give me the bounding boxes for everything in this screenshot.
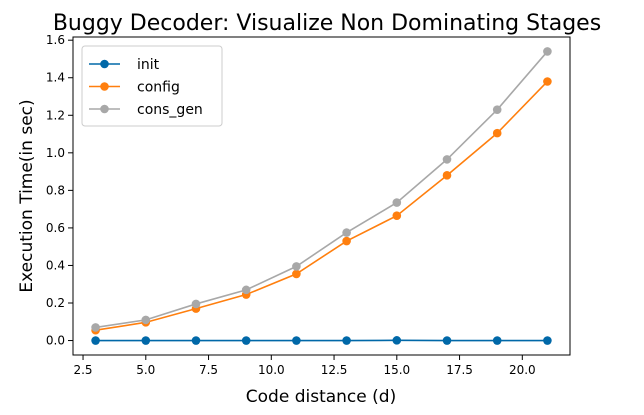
data-point	[292, 269, 301, 279]
data-point	[342, 228, 351, 237]
data-point	[442, 155, 452, 164]
y-tick-label: 0.2	[46, 296, 65, 310]
chart-title: Buggy Decoder: Visualize Non Dominating …	[53, 11, 601, 36]
series-line	[95, 80, 548, 332]
y-tick-label: 1.6	[46, 33, 65, 47]
data-point	[342, 336, 351, 345]
x-tick-label: 12.5	[321, 363, 348, 377]
data-point	[241, 336, 251, 345]
data-point	[292, 336, 301, 345]
legend-label: init	[137, 57, 160, 73]
data-point	[543, 77, 552, 86]
legend-item-cons-gen: cons_gen	[89, 102, 203, 118]
y-tick-label: 1.0	[46, 146, 65, 160]
data-point	[492, 336, 502, 345]
series-init	[91, 336, 552, 345]
data-point	[543, 336, 552, 345]
y-tick-label: 0.8	[46, 183, 65, 197]
plot-frame	[72, 36, 571, 356]
x-axis-label: Code distance (d)	[246, 387, 396, 407]
y-tick-label: 0.6	[46, 221, 65, 235]
x-tick-label: 15.0	[383, 363, 410, 377]
x-tick-label: 2.5	[73, 363, 92, 377]
y-axis-label: Execution Time(in sec)	[17, 99, 37, 292]
y-axis: 0.0 0.2 0.4 0.6 0.8 1.0 1.2 1.4 1.6	[46, 33, 73, 348]
series-line	[95, 50, 549, 329]
data-point	[543, 47, 552, 56]
data-point	[492, 128, 502, 138]
x-tick-label: 20.0	[509, 363, 536, 377]
legend: init config cons_gen	[81, 45, 223, 127]
legend-marker	[100, 59, 109, 69]
data-point	[392, 336, 402, 345]
data-point	[492, 105, 502, 114]
data-point	[141, 315, 151, 325]
data-point	[141, 336, 151, 345]
legend-label: cons_gen	[137, 102, 203, 118]
legend-item-init: init	[89, 57, 160, 73]
legend-box	[81, 45, 223, 127]
data-point	[442, 336, 452, 345]
series-cons-gen	[91, 47, 552, 332]
data-point	[342, 236, 351, 246]
data-point	[292, 262, 301, 271]
x-tick-label: 17.5	[446, 363, 473, 377]
data-point	[392, 198, 402, 207]
series-layer	[91, 47, 552, 345]
data-point	[442, 171, 452, 180]
data-point	[191, 299, 201, 309]
x-axis: 2.5 5.0 7.5 10.0 12.5 15.0 17.5 20.0	[73, 355, 536, 377]
legend-marker	[100, 82, 109, 91]
y-tick-label: 0.0	[46, 334, 65, 348]
data-point	[91, 336, 100, 345]
data-point	[191, 336, 201, 345]
data-point	[392, 211, 402, 221]
x-tick-label: 7.5	[199, 363, 218, 377]
legend-marker	[100, 104, 109, 114]
legend-label: config	[137, 80, 180, 96]
data-point	[241, 285, 251, 295]
legend-item-config: config	[89, 80, 180, 96]
y-tick-label: 1.2	[46, 108, 65, 122]
y-tick-label: 1.4	[46, 71, 65, 85]
data-point	[91, 323, 100, 332]
y-tick-label: 0.4	[46, 258, 65, 272]
x-tick-label: 5.0	[136, 363, 155, 377]
x-tick-label: 10.0	[258, 363, 285, 377]
